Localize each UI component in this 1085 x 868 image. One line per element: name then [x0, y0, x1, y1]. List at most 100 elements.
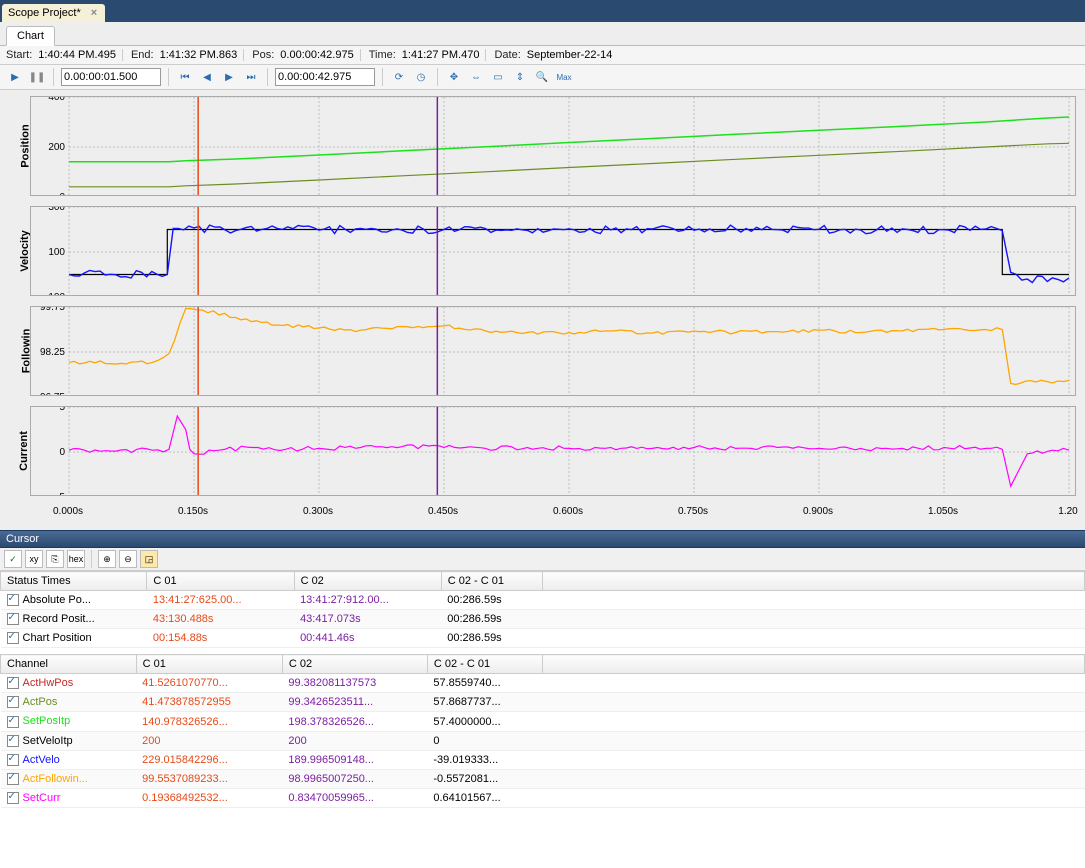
cursor-title: Cursor: [6, 533, 39, 545]
svg-text:96.75: 96.75: [40, 392, 65, 396]
c02-value: 00:441.46s: [294, 629, 441, 648]
svg-text:400: 400: [48, 96, 65, 103]
checkbox-icon[interactable]: [7, 696, 19, 708]
c01-value: 43:130.488s: [147, 610, 294, 629]
table-row[interactable]: ActVelo 229.015842296... 189.996509148..…: [1, 750, 1085, 769]
zoom-reset-icon[interactable]: 🔍: [533, 68, 551, 86]
document-tab[interactable]: Scope Project* ×: [2, 4, 105, 22]
x-tick: 1.050s: [928, 506, 958, 517]
diff-value: 57.4000000...: [427, 712, 542, 731]
skip-start-icon[interactable]: ⏮: [176, 68, 194, 86]
c02-value: 200: [282, 731, 427, 750]
x-tick: 1.20: [1058, 506, 1077, 517]
table-row[interactable]: SetVeloItp 200 200 0: [1, 731, 1085, 750]
add-cursor-icon[interactable]: ⊕: [98, 550, 116, 568]
diff-value: -0.5572081...: [427, 769, 542, 788]
link-cursor-icon[interactable]: ◲: [140, 550, 158, 568]
row-label: SetVeloItp: [23, 735, 73, 747]
chart-canvas[interactable]: -100100300: [30, 206, 1076, 296]
diff-value: 00:286.59s: [441, 591, 542, 610]
x-tick: 0.150s: [178, 506, 208, 517]
max-icon[interactable]: Max: [555, 68, 573, 86]
checkbox-icon[interactable]: [7, 716, 19, 728]
time-value: 1:41:27 PM.470: [402, 49, 487, 61]
chart-canvas[interactable]: -505: [30, 406, 1076, 496]
svg-text:98.25: 98.25: [40, 347, 65, 358]
checkbox-icon[interactable]: [7, 613, 19, 625]
x-tick: 0.000s: [53, 506, 83, 517]
clock-icon[interactable]: ◷: [412, 68, 430, 86]
row-label: Absolute Po...: [23, 594, 92, 606]
diff-value: 57.8687737...: [427, 693, 542, 712]
end-label: End:: [131, 49, 154, 61]
chart-canvas[interactable]: 0200400: [30, 96, 1076, 196]
col-header[interactable]: C 02 - C 01: [441, 572, 542, 591]
step-fwd-icon[interactable]: ▶: [220, 68, 238, 86]
x-tick: 0.450s: [428, 506, 458, 517]
c01-value: 0.19368492532...: [136, 788, 282, 807]
checkbox-icon[interactable]: [7, 773, 19, 785]
col-header[interactable]: C 01: [147, 572, 294, 591]
table-row[interactable]: ActFollowin... 99.5537089233... 98.99650…: [1, 769, 1085, 788]
c01-value: 13:41:27:625.00...: [147, 591, 294, 610]
table-row[interactable]: ActPos 41.473878572955 99.3426523511... …: [1, 693, 1085, 712]
svg-text:0: 0: [59, 192, 65, 196]
table-row[interactable]: SetCurr 0.19368492532... 0.83470059965..…: [1, 788, 1085, 807]
play-icon[interactable]: ▶: [6, 68, 24, 86]
checkbox-icon[interactable]: [7, 677, 19, 689]
svg-text:300: 300: [48, 206, 65, 213]
pos-value: 0.00:00:42.975: [280, 49, 360, 61]
row-label: ActFollowin...: [23, 773, 88, 785]
del-cursor-icon[interactable]: ⊖: [119, 550, 137, 568]
checkbox-icon[interactable]: [7, 632, 19, 644]
end-value: 1:41:32 PM.863: [160, 49, 245, 61]
x-axis: 0.000s0.150s0.300s0.450s0.600s0.750s0.90…: [68, 506, 1077, 524]
copy-icon[interactable]: ⎘: [46, 550, 64, 568]
step-back-icon[interactable]: ◀: [198, 68, 216, 86]
skip-end-icon[interactable]: ⏭: [242, 68, 260, 86]
col-header[interactable]: C 02 - C 01: [427, 655, 542, 674]
table-row[interactable]: Record Posit... 43:130.488s 43:417.073s …: [1, 610, 1085, 629]
checkbox-icon[interactable]: [7, 792, 19, 804]
row-label: Chart Position: [23, 632, 92, 644]
zoom-y-icon[interactable]: ⇕: [511, 68, 529, 86]
xy-icon[interactable]: xy: [25, 550, 43, 568]
checkbox-icon[interactable]: [7, 594, 19, 606]
c01-value: 200: [136, 731, 282, 750]
c01-value: 140.978326526...: [136, 712, 282, 731]
chart-tab-bar: Chart: [0, 22, 1085, 46]
time-input-2[interactable]: [275, 68, 375, 86]
table-row[interactable]: ActHwPos 41.5261070770... 99.38208113757…: [1, 674, 1085, 693]
col-header[interactable]: Status Times: [1, 572, 147, 591]
row-label: ActVelo: [23, 754, 60, 766]
cursor-move-icon[interactable]: ✥: [445, 68, 463, 86]
date-value: September-22-14: [527, 49, 613, 61]
col-header[interactable]: C 02: [282, 655, 427, 674]
col-header[interactable]: Channel: [1, 655, 137, 674]
info-bar: Start: 1:40:44 PM.495 End: 1:41:32 PM.86…: [0, 46, 1085, 65]
table-row[interactable]: SetPosItp 140.978326526... 198.378326526…: [1, 712, 1085, 731]
row-label: ActPos: [23, 696, 58, 708]
table-row[interactable]: Absolute Po... 13:41:27:625.00... 13:41:…: [1, 591, 1085, 610]
c02-value: 99.3426523511...: [282, 693, 427, 712]
table-row[interactable]: Chart Position 00:154.88s 00:441.46s 00:…: [1, 629, 1085, 648]
close-icon[interactable]: ×: [91, 7, 97, 19]
cursor-toolbar: ✓ xy ⎘ hex ⊕ ⊖ ◲: [0, 548, 1085, 571]
check-icon[interactable]: ✓: [4, 550, 22, 568]
checkbox-icon[interactable]: [7, 754, 19, 766]
zoom-box-icon[interactable]: ▭: [489, 68, 507, 86]
chart-canvas[interactable]: 96.7598.2599.75: [30, 306, 1076, 396]
svg-text:-100: -100: [45, 292, 65, 296]
chart-current: Current-505: [30, 406, 1077, 496]
col-header[interactable]: C 01: [136, 655, 282, 674]
status-times-table: Status TimesC 01C 02C 02 - C 01 Absolute…: [0, 571, 1085, 648]
chart-tab[interactable]: Chart: [6, 26, 55, 46]
refresh-icon[interactable]: ⟳: [390, 68, 408, 86]
zoom-x-icon[interactable]: ⇔: [467, 68, 485, 86]
pause-icon[interactable]: ❚❚: [28, 68, 46, 86]
time-input-1[interactable]: [61, 68, 161, 86]
hex-icon[interactable]: hex: [67, 550, 85, 568]
c01-value: 229.015842296...: [136, 750, 282, 769]
checkbox-icon[interactable]: [7, 735, 19, 747]
col-header[interactable]: C 02: [294, 572, 441, 591]
